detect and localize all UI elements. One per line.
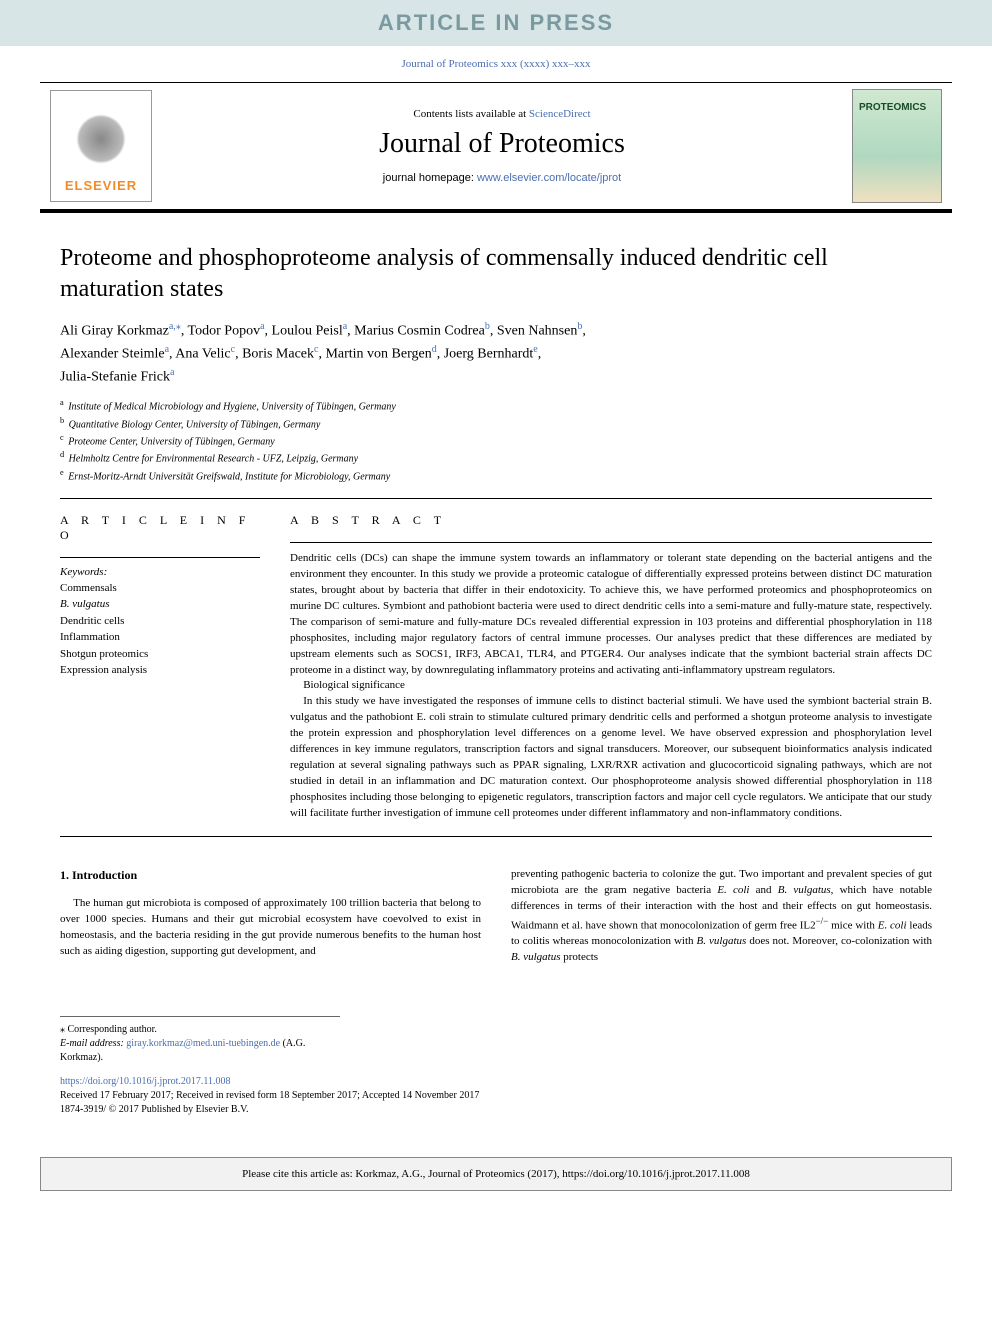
author: Ali Giray Korkmaz [60,324,169,339]
species-name: B. vulgatus [511,951,561,963]
superscript: −/− [816,916,829,926]
elsevier-logo: ELSEVIER [50,90,152,202]
homepage-link[interactable]: www.elsevier.com/locate/jprot [477,172,621,184]
aff-sup: b [60,416,64,425]
affiliation: b Quantitative Biology Center, Universit… [60,415,932,432]
author: , Martin von Bergen [318,347,431,362]
author-aff-sup: a, [169,321,176,332]
journal-name: Journal of Proteomics [162,128,842,160]
contents-prefix: Contents lists available at [413,108,528,120]
body-columns: 1. Introduction The human gut microbiota… [60,867,932,966]
aff-text: Institute of Medical Microbiology and Hy… [68,402,396,413]
text-run: and [749,884,777,896]
elsevier-tree-icon [66,111,136,181]
body-paragraph: The human gut microbiota is composed of … [60,896,481,960]
citation-box: Please cite this article as: Korkmaz, A.… [40,1157,952,1191]
keywords-label: Keywords: [60,566,260,578]
received-line: Received 17 February 2017; Received in r… [60,1089,932,1103]
aff-text: Ernst-Moritz-Arndt Universität Greifswal… [68,471,390,482]
author: , Boris Macek [235,347,314,362]
body-column-left: 1. Introduction The human gut microbiota… [60,867,481,966]
species-name: B. vulgatus [697,935,747,947]
aff-sup: a [60,398,64,407]
affiliation: e Ernst-Moritz-Arndt Universität Greifsw… [60,467,932,484]
text-run: mice with [828,919,877,931]
affiliation: a Institute of Medical Microbiology and … [60,397,932,414]
author-aff-sup: a [170,367,174,378]
body-column-right: preventing pathogenic bacteria to coloni… [511,867,932,966]
email-label: E-mail address: [60,1038,126,1049]
species-name: E. coli [717,884,749,896]
author: , Ana Velic [169,347,231,362]
affiliations: a Institute of Medical Microbiology and … [60,397,932,484]
footnotes: ⁎ Corresponding author. E-mail address: … [60,1016,340,1065]
keyword: Dendritic cells [60,613,260,630]
journal-header-box: ELSEVIER Contents lists available at Sci… [40,82,952,213]
text-run: protects [561,951,599,963]
keyword: Shotgun proteomics [60,646,260,663]
divider [60,836,932,837]
species-name: B. vulgatus [778,884,831,896]
contents-available-line: Contents lists available at ScienceDirec… [162,108,842,120]
author: , Sven Nahnsen [490,324,578,339]
author-list: Ali Giray Korkmaza,⁎, Todor Popova, Loul… [60,319,932,387]
abstract-column: A B S T R A C T Dendritic cells (DCs) ca… [290,513,932,822]
abstract-paragraph: Dendritic cells (DCs) can shape the immu… [290,551,932,679]
abstract-text: Dendritic cells (DCs) can shape the immu… [290,551,932,822]
copyright-line: 1874-3919/ © 2017 Published by Elsevier … [60,1103,932,1117]
keywords-list: Commensals B. vulgatus Dendritic cells I… [60,580,260,679]
keyword: B. vulgatus [60,596,260,613]
doi-block: https://doi.org/10.1016/j.jprot.2017.11.… [60,1075,932,1117]
corresponding-author-note: ⁎ Corresponding author. [60,1023,340,1037]
aff-sup: c [60,433,64,442]
aff-text: Quantitative Biology Center, University … [69,419,321,430]
article-info-label: A R T I C L E I N F O [60,513,260,543]
author: Alexander Steimle [60,347,165,362]
journal-reference-line: Journal of Proteomics xxx (xxxx) xxx–xxx [0,46,992,82]
keyword: Inflammation [60,629,260,646]
author: , Joerg Bernhardt [437,347,534,362]
author: , Marius Cosmin Codrea [347,324,485,339]
author: , Loulou Peisl [265,324,343,339]
sep: , [538,347,542,362]
affiliation: d Helmholtz Centre for Environmental Res… [60,449,932,466]
keyword: Commensals [60,580,260,597]
text-run: does not. Moreover, co-colonization with [746,935,932,947]
divider [60,557,260,558]
intro-heading: 1. Introduction [60,867,481,884]
email-line: E-mail address: giray.korkmaz@med.uni-tu… [60,1037,340,1065]
email-link[interactable]: giray.korkmaz@med.uni-tuebingen.de [126,1038,280,1049]
aff-sup: d [60,450,64,459]
header-center: Contents lists available at ScienceDirec… [162,108,842,184]
abstract-paragraph: In this study we have investigated the r… [290,694,932,822]
journal-cover-thumbnail: PROTEOMICS [852,89,942,203]
author: Julia-Stefanie Frick [60,369,170,384]
article-content: Proteome and phosphoproteome analysis of… [0,213,992,1137]
abstract-label: A B S T R A C T [290,513,932,528]
divider [290,542,932,543]
article-in-press-banner: ARTICLE IN PRESS [0,0,992,46]
sciencedirect-link[interactable]: ScienceDirect [529,108,591,120]
affiliation: c Proteome Center, University of Tübinge… [60,432,932,449]
divider [60,498,932,499]
homepage-line: journal homepage: www.elsevier.com/locat… [162,172,842,184]
abstract-sig-label: Biological significance [290,678,932,694]
homepage-prefix: journal homepage: [383,172,477,184]
doi-link[interactable]: https://doi.org/10.1016/j.jprot.2017.11.… [60,1076,231,1087]
body-paragraph: preventing pathogenic bacteria to coloni… [511,867,932,966]
aff-text: Proteome Center, University of Tübingen,… [68,436,275,447]
sep: , [582,324,586,339]
aff-sup: e [60,468,64,477]
elsevier-label: ELSEVIER [65,178,137,193]
keyword: Expression analysis [60,662,260,679]
info-abstract-row: A R T I C L E I N F O Keywords: Commensa… [60,513,932,822]
article-info-column: A R T I C L E I N F O Keywords: Commensa… [60,513,260,822]
aff-text: Helmholtz Centre for Environmental Resea… [69,454,358,465]
author: , Todor Popov [181,324,260,339]
species-name: E. coli [878,919,907,931]
cover-label: PROTEOMICS [859,102,926,113]
article-title: Proteome and phosphoproteome analysis of… [60,243,932,305]
